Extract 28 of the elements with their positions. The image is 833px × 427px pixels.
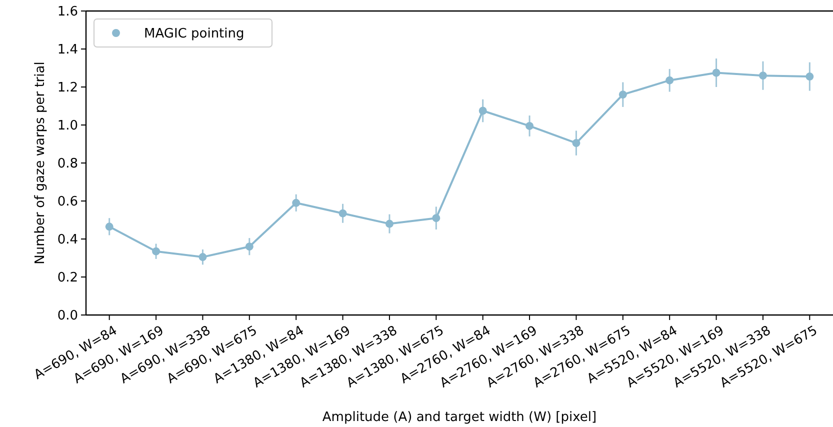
point: [572, 139, 580, 148]
y-tick-label: 1.6: [57, 4, 78, 20]
point: [385, 220, 394, 228]
point: [245, 242, 254, 251]
point: [526, 122, 534, 130]
point: [618, 90, 627, 99]
point: [152, 247, 160, 256]
y-tick-label: 0.4: [57, 232, 78, 248]
y-tick-label: 1.4: [57, 42, 78, 58]
point: [666, 76, 674, 84]
y-tick-label: 1.2: [57, 80, 78, 96]
point: [712, 68, 720, 77]
point: [478, 106, 487, 115]
y-tick-label: 0.2: [57, 270, 78, 286]
point: [432, 214, 440, 222]
y-tick-label: 0.0: [57, 308, 78, 324]
point: [292, 198, 300, 207]
y-tick-label: 1.0: [57, 118, 78, 134]
x-axis-title: Amplitude (A) and target width (W) [pixel]: [322, 410, 597, 425]
legend-label: MAGIC pointing: [144, 26, 244, 42]
point: [198, 253, 207, 262]
point: [758, 72, 767, 80]
point: [338, 209, 347, 218]
y-axis-title: Number of gaze warps per trial: [33, 62, 48, 264]
point: [105, 222, 114, 231]
point: [806, 72, 814, 81]
y-tick-label: 0.6: [57, 194, 78, 210]
y-tick-label: 0.8: [57, 156, 78, 172]
